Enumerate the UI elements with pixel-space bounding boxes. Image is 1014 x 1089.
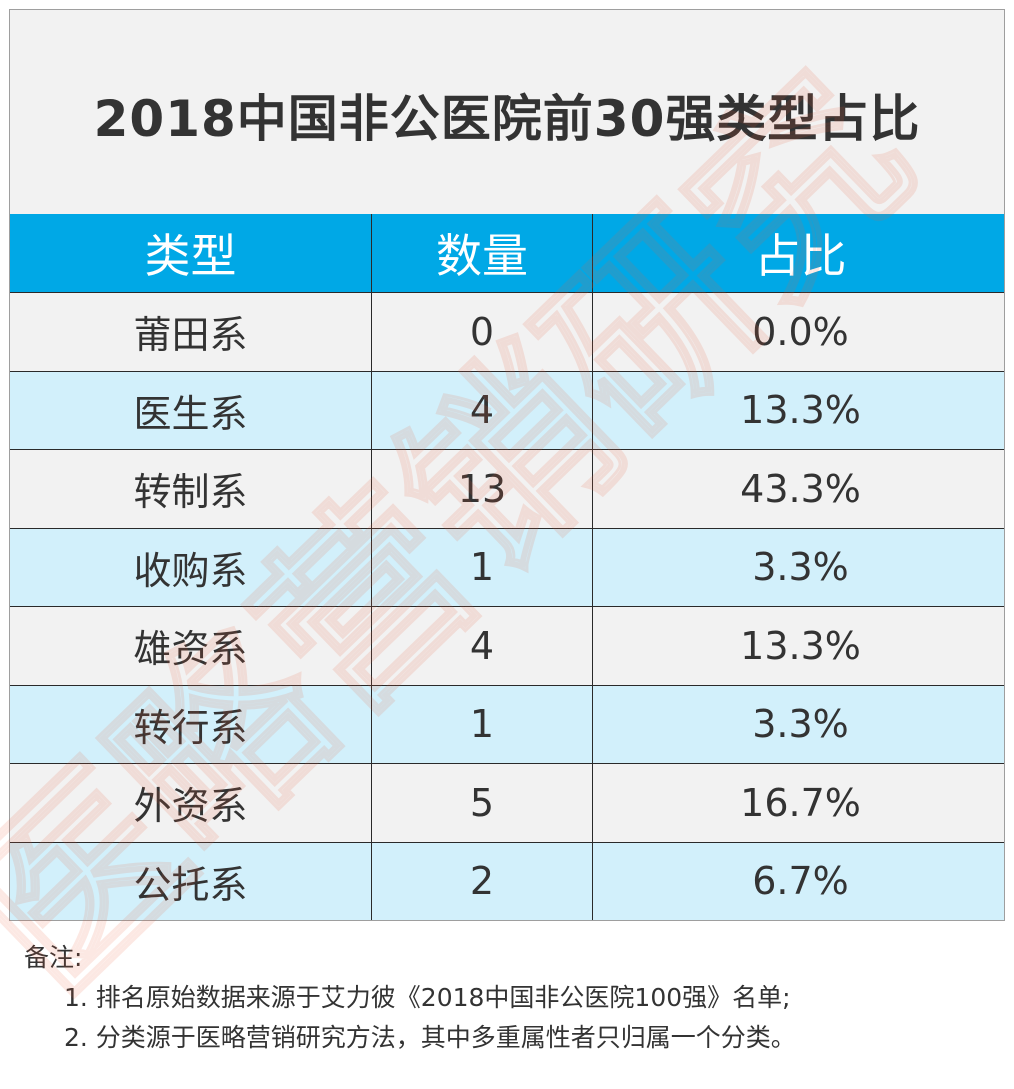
note-item-2: 2. 分类源于医略营销研究方法，其中多重属性者只归属一个分类。 — [64, 1023, 796, 1052]
cell-type: 收购系 — [10, 527, 372, 607]
table-row: 公托系 2 6.7% — [10, 841, 1004, 920]
cell-share: 43.3% — [592, 449, 1004, 529]
cell-count: 4 — [371, 606, 593, 686]
notes-label: 备注: — [24, 943, 83, 972]
cell-count: 4 — [371, 370, 593, 450]
cell-share: 0.0% — [592, 292, 1004, 372]
table-card: 2018中国非公医院前30强类型占比 类型 数量 占比 莆田系 0 0.0% 医… — [9, 9, 1005, 921]
cell-share: 6.7% — [592, 841, 1004, 920]
page-title: 2018中国非公医院前30强类型占比 — [93, 90, 921, 148]
cell-type: 转行系 — [10, 684, 372, 764]
cell-type: 外资系 — [10, 763, 372, 843]
table-row: 雄资系 4 13.3% — [10, 606, 1004, 686]
table-row: 转制系 13 43.3% — [10, 449, 1004, 529]
cell-share: 13.3% — [592, 606, 1004, 686]
table-row: 收购系 1 3.3% — [10, 527, 1004, 607]
data-table: 类型 数量 占比 莆田系 0 0.0% 医生系 4 13.3% 转制系 13 4… — [10, 214, 1004, 920]
cell-type: 雄资系 — [10, 606, 372, 686]
header-share: 占比 — [592, 214, 1004, 293]
table-row: 转行系 1 3.3% — [10, 684, 1004, 764]
cell-type: 医生系 — [10, 370, 372, 450]
cell-count: 0 — [371, 292, 593, 372]
table-row: 莆田系 0 0.0% — [10, 292, 1004, 372]
note-item-1: 1. 排名原始数据来源于艾力彼《2018中国非公医院100强》名单; — [64, 983, 791, 1012]
cell-count: 1 — [371, 684, 593, 764]
cell-count: 13 — [371, 449, 593, 529]
table-row: 医生系 4 13.3% — [10, 370, 1004, 450]
cell-count: 5 — [371, 763, 593, 843]
cell-type: 转制系 — [10, 449, 372, 529]
cell-count: 1 — [371, 527, 593, 607]
table-header-row: 类型 数量 占比 — [10, 214, 1004, 293]
cell-share: 13.3% — [592, 370, 1004, 450]
cell-share: 16.7% — [592, 763, 1004, 843]
cell-type: 公托系 — [10, 841, 372, 920]
header-count: 数量 — [371, 214, 593, 293]
header-type: 类型 — [10, 214, 372, 293]
notes: 备注: 1. 排名原始数据来源于艾力彼《2018中国非公医院100强》名单; 2… — [24, 938, 796, 1058]
cell-share: 3.3% — [592, 684, 1004, 764]
cell-type: 莆田系 — [10, 292, 372, 372]
table-row: 外资系 5 16.7% — [10, 763, 1004, 843]
title-bar: 2018中国非公医院前30强类型占比 — [10, 10, 1004, 214]
cell-count: 2 — [371, 841, 593, 920]
cell-share: 3.3% — [592, 527, 1004, 607]
